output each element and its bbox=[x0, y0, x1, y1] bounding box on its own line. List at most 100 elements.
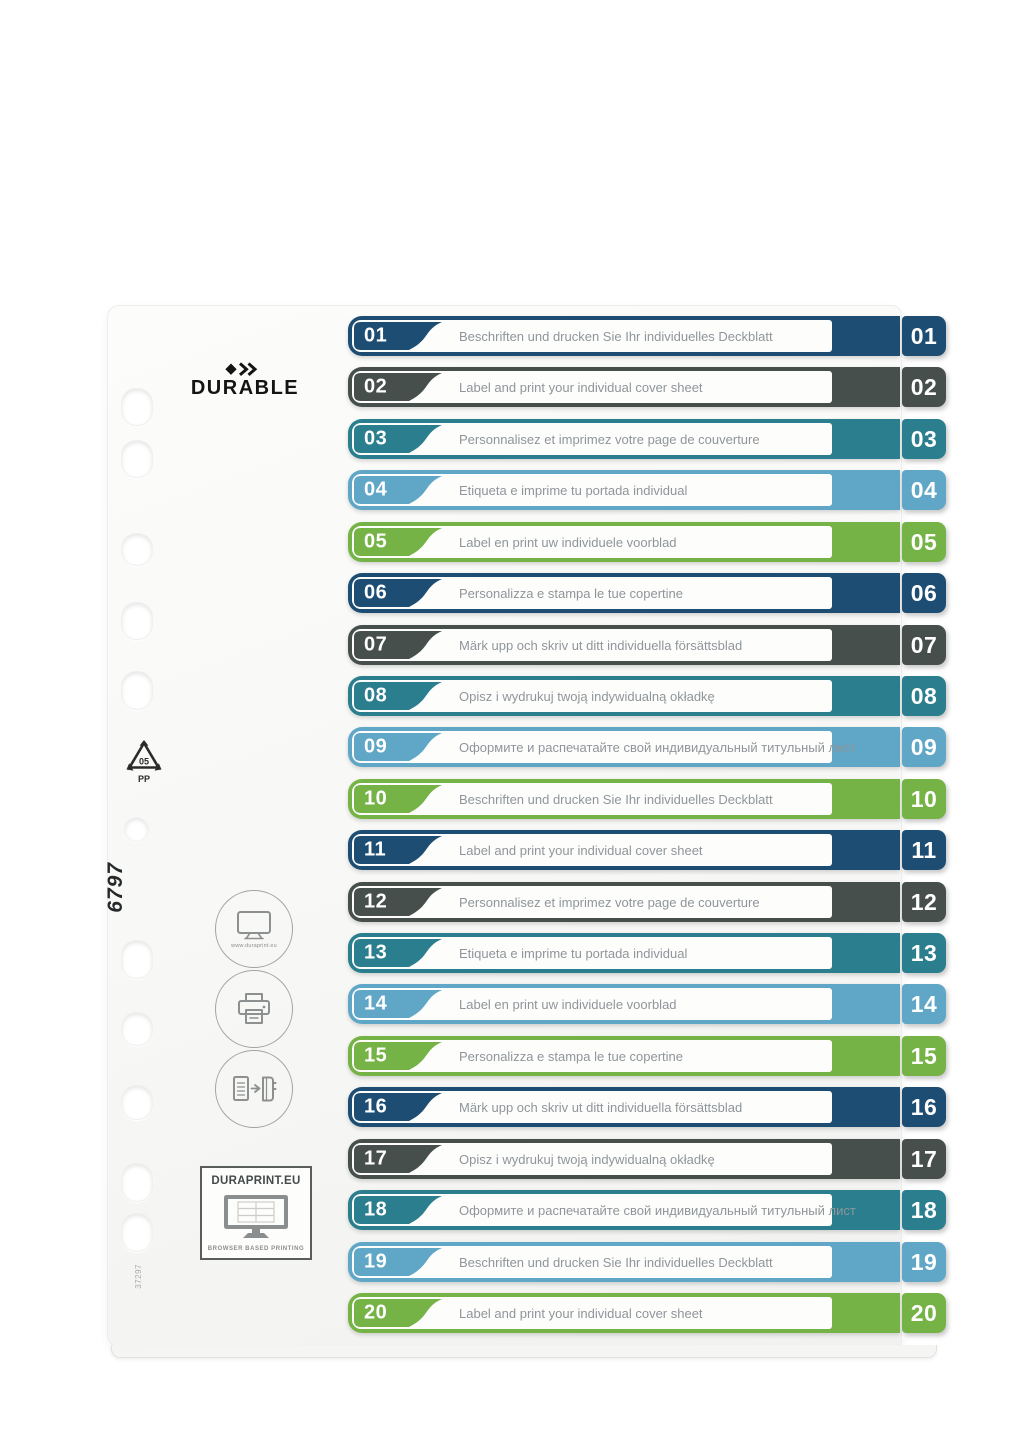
row-description: Beschriften und drucken Sie Ihr individu… bbox=[459, 328, 773, 344]
row-description: Märk upp och skriv ut ditt individuella … bbox=[459, 637, 743, 653]
index-tab: 20 bbox=[902, 1293, 946, 1333]
divider-row: 02 Label and print your individual cover… bbox=[348, 367, 948, 407]
badge-swoosh-icon bbox=[354, 425, 442, 453]
row-bar: 18 Оформите и распечатайте свой индивиду… bbox=[348, 1190, 900, 1230]
row-description: Märk upp och skriv ut ditt individuella … bbox=[459, 1099, 743, 1115]
punch-hole bbox=[124, 817, 149, 842]
tab-number: 08 bbox=[910, 682, 938, 709]
divider-row: 15 Personalizza e stampa le tue copertin… bbox=[348, 1036, 948, 1076]
tab-number: 07 bbox=[910, 631, 938, 658]
row-description: Personnalisez et imprimez votre page de … bbox=[459, 894, 760, 910]
row-bar: 06 Personalizza e stampa le tue copertin… bbox=[348, 573, 900, 613]
badge-swoosh-icon bbox=[354, 888, 442, 916]
row-number: 10 bbox=[364, 787, 388, 810]
row-description: Opisz i wydrukuj twoją indywidualną okła… bbox=[459, 688, 715, 704]
badge-swoosh-icon bbox=[354, 836, 442, 864]
row-number-badge: 16 bbox=[354, 1093, 442, 1121]
duraprint-box: DURAPRINT.EU BROWSER BASED PRINTING bbox=[200, 1166, 312, 1260]
index-tab: 01 bbox=[902, 316, 946, 356]
index-tab: 13 bbox=[902, 933, 946, 973]
divider-row: 08 Opisz i wydrukuj twoją indywidualną o… bbox=[348, 676, 948, 716]
row-bar: 07 Märk upp och skriv ut ditt individuel… bbox=[348, 625, 900, 665]
divider-row: 05 Label en print uw individuele voorbla… bbox=[348, 522, 948, 562]
divider-row: 03 Personnalisez et imprimez votre page … bbox=[348, 419, 948, 459]
tab-number: 09 bbox=[910, 733, 938, 760]
divider-row: 01 Beschriften und drucken Sie Ihr indiv… bbox=[348, 316, 948, 356]
recycle-material-label: PP bbox=[137, 774, 150, 784]
row-description: Label and print your individual cover sh… bbox=[459, 379, 703, 395]
tab-number: 01 bbox=[910, 322, 938, 349]
row-number: 12 bbox=[364, 890, 388, 913]
row-label-area: 14 Label en print uw individuele voorbla… bbox=[352, 988, 832, 1020]
row-number: 11 bbox=[364, 838, 387, 861]
row-label-area: 01 Beschriften und drucken Sie Ihr indiv… bbox=[352, 320, 832, 352]
badge-swoosh-icon bbox=[354, 785, 442, 813]
duraprint-url: www.duraprint.eu bbox=[231, 942, 277, 949]
row-number-badge: 01 bbox=[354, 322, 442, 350]
row-bar: 13 Etiqueta e imprime tu portada individ… bbox=[348, 933, 900, 973]
recycle-mark: 05 PP bbox=[124, 740, 164, 784]
index-tab: 06 bbox=[902, 573, 946, 613]
row-bar: 17 Opisz i wydrukuj twoją indywidualną o… bbox=[348, 1139, 900, 1179]
row-number-badge: 09 bbox=[354, 733, 442, 761]
divider-row: 17 Opisz i wydrukuj twoją indywidualną o… bbox=[348, 1139, 948, 1179]
tab-number: 20 bbox=[910, 1299, 938, 1326]
punch-hole bbox=[121, 1213, 153, 1252]
row-description: Label en print uw individuele voorblad bbox=[459, 996, 677, 1012]
badge-swoosh-icon bbox=[354, 1248, 442, 1276]
badge-swoosh-icon bbox=[354, 1299, 442, 1327]
duraprint-monitor-icon bbox=[224, 1194, 288, 1238]
punch-hole bbox=[121, 602, 153, 640]
divider-row: 18 Оформите и распечатайте свой индивиду… bbox=[348, 1190, 948, 1230]
tab-number: 05 bbox=[910, 528, 938, 555]
index-tab: 08 bbox=[902, 676, 946, 716]
punch-hole bbox=[121, 388, 153, 426]
sheet-stack-edge bbox=[111, 1345, 937, 1358]
row-label-area: 20 Label and print your individual cover… bbox=[352, 1297, 832, 1329]
row-number: 13 bbox=[364, 941, 388, 964]
row-label-area: 10 Beschriften und drucken Sie Ihr indiv… bbox=[352, 783, 832, 815]
row-number: 18 bbox=[364, 1198, 388, 1221]
badge-swoosh-icon bbox=[354, 1196, 442, 1224]
tab-number: 15 bbox=[910, 1042, 938, 1069]
row-number: 16 bbox=[364, 1095, 388, 1118]
divider-row: 12 Personnalisez et imprimez votre page … bbox=[348, 882, 948, 922]
index-tab: 19 bbox=[902, 1242, 946, 1282]
duraprint-subtitle: BROWSER BASED PRINTING bbox=[207, 1246, 305, 1252]
divider-row: 16 Märk upp och skriv ut ditt individuel… bbox=[348, 1087, 948, 1127]
row-number-badge: 02 bbox=[354, 373, 442, 401]
row-description: Personalizza e stampa le tue copertine bbox=[459, 1048, 684, 1064]
row-number-badge: 14 bbox=[354, 990, 442, 1018]
index-tab: 11 bbox=[902, 830, 946, 870]
row-description: Оформите и распечатайте свой индивидуаль… bbox=[459, 739, 856, 755]
row-bar: 04 Etiqueta e imprime tu portada individ… bbox=[348, 470, 900, 510]
row-number: 06 bbox=[364, 581, 388, 604]
row-label-area: 05 Label en print uw individuele voorbla… bbox=[352, 526, 832, 558]
row-label-area: 16 Märk upp och skriv ut ditt individuel… bbox=[352, 1091, 832, 1123]
tab-number: 18 bbox=[910, 1196, 938, 1223]
row-bar: 02 Label and print your individual cover… bbox=[348, 367, 900, 407]
sheet-to-divider-icon bbox=[233, 1076, 277, 1102]
badge-swoosh-icon bbox=[354, 990, 442, 1018]
row-number: 01 bbox=[364, 324, 388, 347]
svg-text:05: 05 bbox=[139, 757, 149, 767]
row-label-area: 06 Personalizza e stampa le tue copertin… bbox=[352, 577, 832, 609]
row-number: 20 bbox=[364, 1301, 388, 1324]
row-number: 04 bbox=[364, 478, 388, 501]
row-number-badge: 12 bbox=[354, 888, 442, 916]
punch-hole bbox=[121, 1085, 153, 1120]
badge-swoosh-icon bbox=[354, 631, 442, 659]
punch-hole bbox=[121, 1012, 153, 1046]
brand-logo: DURABLE bbox=[185, 362, 305, 398]
row-label-area: 07 Märk upp och skriv ut ditt individuel… bbox=[352, 629, 832, 661]
badge-swoosh-icon bbox=[354, 1042, 442, 1070]
printer-icon bbox=[238, 993, 270, 1024]
row-bar: 09 Оформите и распечатайте свой индивиду… bbox=[348, 727, 900, 767]
row-label-area: 02 Label and print your individual cover… bbox=[352, 371, 832, 403]
row-bar: 15 Personalizza e stampa le tue copertin… bbox=[348, 1036, 900, 1076]
divider-row: 13 Etiqueta e imprime tu portada individ… bbox=[348, 933, 948, 973]
row-bar: 14 Label en print uw individuele voorbla… bbox=[348, 984, 900, 1024]
row-number-badge: 04 bbox=[354, 476, 442, 504]
row-bar: 11 Label and print your individual cover… bbox=[348, 830, 900, 870]
row-description: Etiqueta e imprime tu portada individual bbox=[459, 482, 688, 498]
